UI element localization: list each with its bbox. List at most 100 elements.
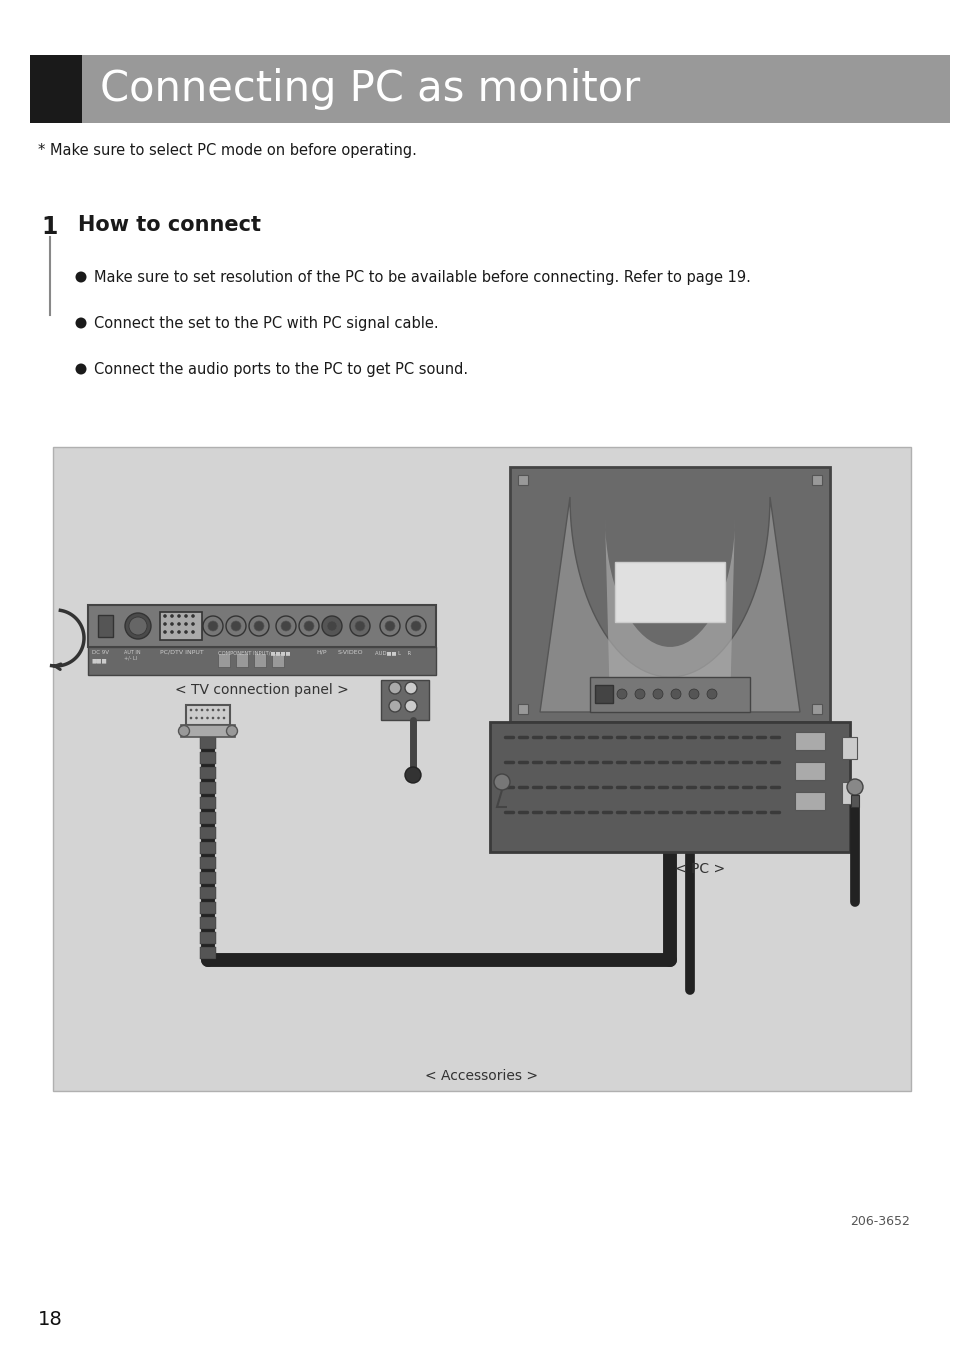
Bar bbox=[517, 476, 527, 485]
Bar bbox=[200, 871, 215, 884]
Circle shape bbox=[184, 615, 188, 617]
Circle shape bbox=[170, 615, 173, 617]
Circle shape bbox=[191, 630, 194, 634]
Text: < TV connection panel >: < TV connection panel > bbox=[175, 684, 349, 697]
Bar bbox=[615, 562, 724, 621]
Circle shape bbox=[212, 716, 214, 719]
Bar bbox=[200, 782, 215, 794]
Bar bbox=[490, 721, 849, 852]
Text: AUD■■ L    R: AUD■■ L R bbox=[375, 650, 411, 655]
Bar bbox=[595, 685, 613, 703]
Bar bbox=[200, 888, 215, 898]
Circle shape bbox=[411, 621, 420, 631]
Bar bbox=[181, 725, 234, 738]
Circle shape bbox=[281, 621, 291, 631]
Text: 1: 1 bbox=[42, 215, 58, 239]
Circle shape bbox=[635, 689, 644, 698]
Circle shape bbox=[125, 613, 151, 639]
Circle shape bbox=[226, 725, 237, 736]
Circle shape bbox=[163, 615, 167, 617]
Circle shape bbox=[617, 689, 626, 698]
Circle shape bbox=[226, 616, 246, 636]
Bar bbox=[186, 705, 230, 725]
Text: 18: 18 bbox=[38, 1310, 63, 1329]
Circle shape bbox=[379, 616, 399, 636]
Text: H/P: H/P bbox=[315, 650, 326, 655]
Bar bbox=[794, 762, 824, 780]
Bar bbox=[589, 677, 749, 712]
Bar bbox=[200, 842, 215, 854]
Text: < Accessories >: < Accessories > bbox=[425, 1069, 537, 1084]
Text: PC/DTV INPUT: PC/DTV INPUT bbox=[160, 650, 204, 655]
Bar bbox=[235, 653, 248, 667]
Bar bbox=[200, 797, 215, 809]
Circle shape bbox=[170, 630, 173, 634]
Bar bbox=[200, 827, 215, 839]
Circle shape bbox=[190, 716, 193, 719]
Bar bbox=[841, 738, 856, 759]
Circle shape bbox=[75, 363, 87, 374]
Circle shape bbox=[177, 630, 181, 634]
Circle shape bbox=[406, 616, 426, 636]
Text: Connect the set to the PC with PC signal cable.: Connect the set to the PC with PC signal… bbox=[94, 316, 438, 331]
Circle shape bbox=[163, 623, 167, 626]
Circle shape bbox=[217, 716, 219, 719]
Circle shape bbox=[405, 700, 416, 712]
Circle shape bbox=[195, 709, 197, 711]
Circle shape bbox=[190, 709, 193, 711]
Bar bbox=[53, 447, 910, 1092]
Circle shape bbox=[212, 709, 214, 711]
Circle shape bbox=[385, 621, 395, 631]
Circle shape bbox=[222, 709, 225, 711]
Circle shape bbox=[200, 709, 203, 711]
Bar bbox=[811, 704, 821, 713]
Circle shape bbox=[652, 689, 662, 698]
Circle shape bbox=[163, 630, 167, 634]
Bar bbox=[160, 612, 202, 640]
Circle shape bbox=[670, 689, 680, 698]
Circle shape bbox=[170, 623, 173, 626]
Bar bbox=[200, 812, 215, 824]
Circle shape bbox=[405, 767, 420, 784]
Bar bbox=[200, 932, 215, 944]
Bar bbox=[794, 792, 824, 811]
Circle shape bbox=[191, 615, 194, 617]
Text: * Make sure to select PC mode on before operating.: * Make sure to select PC mode on before … bbox=[38, 143, 416, 158]
Circle shape bbox=[129, 617, 147, 635]
Circle shape bbox=[217, 709, 219, 711]
Bar bbox=[380, 680, 429, 720]
Circle shape bbox=[206, 716, 209, 719]
Bar bbox=[218, 653, 230, 667]
Bar bbox=[200, 857, 215, 869]
Bar bbox=[200, 902, 215, 915]
Text: Make sure to set resolution of the PC to be available before connecting. Refer t: Make sure to set resolution of the PC to… bbox=[94, 270, 750, 285]
Text: S-VIDEO: S-VIDEO bbox=[337, 650, 363, 655]
Circle shape bbox=[846, 780, 862, 794]
Text: < PC >: < PC > bbox=[674, 862, 724, 875]
Circle shape bbox=[206, 709, 209, 711]
Text: 206-3652: 206-3652 bbox=[849, 1215, 909, 1228]
Circle shape bbox=[75, 317, 87, 328]
Bar bbox=[517, 704, 527, 713]
Polygon shape bbox=[539, 497, 800, 712]
Circle shape bbox=[178, 725, 190, 736]
Circle shape bbox=[208, 621, 218, 631]
Circle shape bbox=[389, 682, 400, 694]
Circle shape bbox=[231, 621, 241, 631]
Text: Connecting PC as monitor: Connecting PC as monitor bbox=[100, 68, 639, 109]
Circle shape bbox=[355, 621, 365, 631]
Bar bbox=[850, 794, 858, 807]
Bar bbox=[253, 653, 266, 667]
Bar bbox=[82, 55, 949, 123]
Circle shape bbox=[706, 689, 717, 698]
Circle shape bbox=[327, 621, 336, 631]
Bar bbox=[200, 917, 215, 929]
Circle shape bbox=[249, 616, 269, 636]
Bar bbox=[200, 753, 215, 765]
Bar bbox=[30, 55, 82, 123]
Text: DC 9V: DC 9V bbox=[91, 650, 109, 655]
Polygon shape bbox=[604, 517, 734, 707]
Circle shape bbox=[688, 689, 699, 698]
Bar bbox=[98, 615, 112, 638]
Circle shape bbox=[304, 621, 314, 631]
